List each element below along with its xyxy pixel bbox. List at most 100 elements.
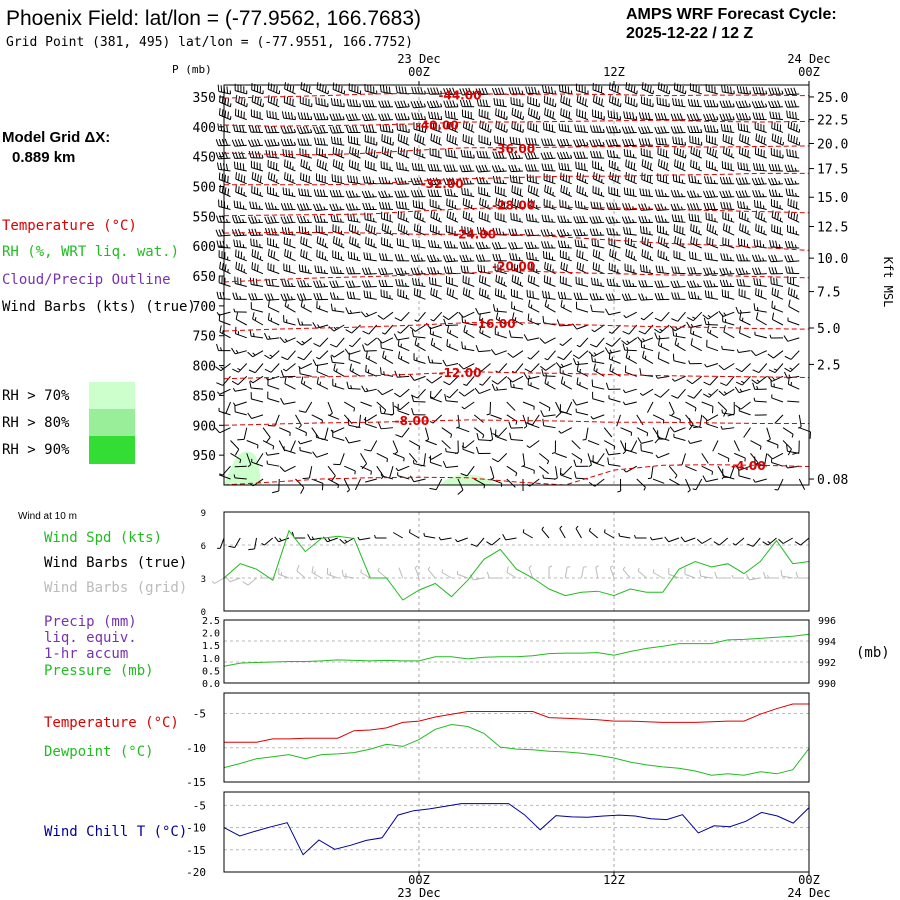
legend-temperature: Temperature (°C)	[2, 218, 137, 234]
upper-wind-barb	[280, 370, 296, 378]
upper-wind-barb	[657, 351, 670, 364]
rh-legend-90-swatch	[89, 436, 135, 464]
upper-wind-barb	[458, 363, 475, 370]
upper-wind-barb	[395, 85, 410, 95]
upper-wind-barb	[495, 108, 508, 121]
upper-wind-barb	[590, 414, 605, 420]
upper-wind-barb	[364, 160, 377, 172]
wind-tick-labels: 9 6 3 0	[201, 509, 206, 618]
upper-wind-barb	[347, 135, 361, 146]
upper-wind-barb	[787, 377, 800, 390]
upper-wind-barb	[329, 125, 345, 134]
upper-wind-barb	[330, 214, 345, 223]
upper-wind-barb	[345, 203, 361, 211]
upper-wind-barb	[527, 350, 540, 360]
upper-wind-barb	[527, 262, 540, 275]
upper-wind-barb	[365, 364, 377, 377]
grid-wind-barb	[398, 567, 404, 579]
upper-wind-barb	[589, 125, 605, 133]
upper-wind-barb	[786, 148, 800, 159]
upper-wind-barb	[316, 376, 329, 390]
upper-wind-barb	[771, 199, 784, 210]
upper-wind-barb	[509, 136, 524, 146]
upper-wind-barb	[427, 355, 442, 365]
upper-wind-barb	[768, 87, 784, 95]
upper-wind-barb	[280, 202, 296, 211]
upper-wind-barb	[638, 126, 654, 134]
upper-wind-barb	[280, 293, 296, 301]
legend-wind-barbs: Wind Barbs (kts) (true)	[2, 299, 196, 315]
height-tick-label: 0.08	[817, 473, 848, 488]
upper-wind-barb	[525, 213, 540, 223]
upper-wind-barb	[647, 466, 654, 480]
upper-wind-barb	[234, 326, 247, 339]
upper-wind-barb	[414, 337, 426, 352]
upper-wind-barb	[622, 202, 637, 211]
upper-wind-barb	[751, 177, 767, 186]
upper-wind-barb	[640, 148, 654, 159]
upper-wind-barb	[670, 113, 686, 121]
upper-wind-barb	[706, 134, 719, 146]
upper-wind-barb	[576, 249, 589, 262]
upper-wind-barb	[654, 112, 670, 121]
upper-wind-barb	[379, 406, 394, 416]
upper-wind-barb	[774, 478, 784, 491]
upper-wind-barb	[559, 275, 572, 287]
upper-wind-barb	[511, 274, 524, 287]
upper-wind-barb	[232, 363, 248, 373]
grid-wind-barb	[581, 566, 587, 579]
upper-wind-barb	[560, 172, 572, 185]
pressure-line	[223, 633, 810, 684]
upper-wind-barb	[623, 111, 638, 121]
upper-wind-barb	[297, 318, 312, 326]
isotherm-labels: -44.00 -40.00 -36.00 -32.00 -28.00 -24.00 -20.…	[395, 89, 766, 473]
isotherm-label: -16.00	[473, 317, 516, 331]
upper-wind-barb	[284, 376, 296, 390]
upper-wind-barb	[345, 324, 361, 334]
upper-wind-barb	[574, 471, 589, 480]
upper-wind-barb	[489, 427, 494, 442]
upper-wind-barb	[251, 458, 264, 467]
upper-wind-barb	[426, 100, 443, 109]
upper-wind-barb	[461, 109, 475, 121]
upper-wind-barb	[669, 414, 681, 423]
grid-wind-barb	[731, 574, 744, 579]
upper-wind-barb	[526, 289, 540, 300]
upper-wind-barb	[312, 451, 329, 458]
true-wind-barb	[778, 537, 793, 544]
wind-chill-tick-label: -5	[193, 799, 206, 812]
grid-wind-barb	[260, 574, 273, 579]
true-wind-barb	[696, 537, 712, 544]
upper-wind-barb	[540, 410, 556, 418]
upper-wind-barb	[446, 120, 459, 133]
upper-wind-barb	[605, 125, 621, 134]
upper-wind-barb	[576, 337, 589, 348]
upper-wind-barb	[230, 440, 240, 456]
upper-wind-barb	[313, 112, 329, 121]
upper-wind-barb	[774, 414, 784, 424]
rh-shading-area	[440, 474, 496, 485]
upper-wind-barb	[522, 401, 535, 410]
true-wind-barb	[603, 529, 615, 539]
upper-wind-barb	[313, 337, 329, 347]
upper-wind-barb	[621, 216, 637, 224]
upper-wind-barb	[461, 187, 475, 198]
precip-tick-label: 0.0	[202, 679, 220, 690]
upper-wind-barb	[770, 379, 784, 390]
upper-wind-barb	[218, 407, 231, 416]
precip-tick-label: 0.5	[202, 666, 220, 677]
temperature-panel: Temperature (°C) Dewpoint (°C) -5 -10 -15	[44, 692, 810, 789]
upper-wind-barb	[624, 365, 637, 377]
upper-wind-barb	[354, 478, 361, 491]
upper-wind-barb	[559, 468, 572, 480]
rh-legend-90-label: RH > 90%	[2, 442, 70, 458]
height-tick-label: 17.5	[817, 163, 848, 178]
upper-wind-barb	[409, 374, 426, 381]
upper-wind-barb	[688, 213, 702, 223]
upper-wind-barb	[250, 302, 264, 313]
upper-wind-barb	[701, 401, 714, 414]
upper-wind-barb	[380, 341, 394, 352]
upper-wind-barb	[378, 113, 394, 121]
upper-wind-barb	[573, 228, 589, 237]
temperature-tick-label: -15	[186, 776, 206, 789]
